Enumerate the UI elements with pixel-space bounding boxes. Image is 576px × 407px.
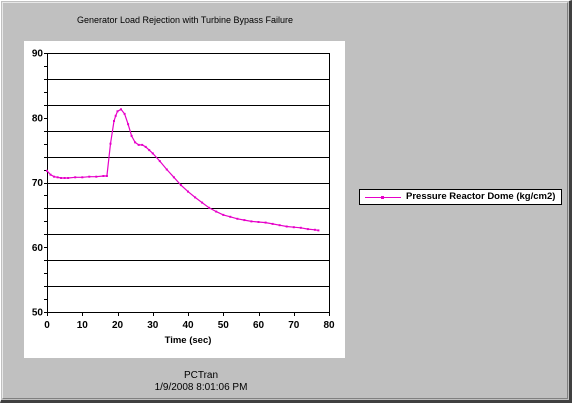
x-tick-label: 50 (218, 320, 230, 331)
data-point (250, 220, 253, 223)
footer-app-name: PCTran (183, 370, 219, 381)
data-point (141, 143, 144, 146)
data-point (201, 201, 204, 204)
x-tick-label: 70 (288, 320, 300, 331)
footer-timestamp: 1/9/2008 8:01:06 PM (154, 382, 248, 393)
data-point (137, 143, 140, 146)
data-point (278, 224, 281, 227)
plot-panel: 50 60 70 80 90 0 10 20 30 40 50 60 70 80 Time (sec) (24, 41, 345, 358)
data-point (257, 221, 260, 223)
data-point (49, 173, 52, 176)
data-point (179, 184, 182, 187)
data-point (194, 196, 197, 199)
x-tick-label: 60 (253, 320, 265, 331)
legend-series-label: Pressure Reactor Dome (kg/cm2) (406, 191, 556, 202)
data-point (292, 226, 295, 229)
x-axis-label: Time (sec) (165, 335, 212, 346)
data-point (271, 222, 274, 225)
x-tick-label: 30 (147, 320, 159, 331)
data-point (63, 177, 66, 179)
data-point (113, 120, 115, 122)
data-point (148, 149, 151, 152)
data-point (60, 177, 63, 179)
legend-series-swatch (365, 196, 401, 199)
data-point (56, 176, 59, 179)
data-point (222, 213, 225, 216)
legend: Pressure Reactor Dome (kg/cm2) (359, 189, 562, 205)
y-tick-label: 50 (32, 308, 44, 319)
data-point (317, 229, 320, 232)
data-point (187, 190, 189, 193)
y-tick-label: 80 (32, 113, 44, 124)
data-point (53, 175, 56, 178)
data-point (88, 175, 91, 178)
data-point (313, 228, 316, 231)
data-point (299, 226, 302, 229)
data-point (105, 175, 108, 177)
data-point (116, 110, 119, 113)
data-point (114, 114, 117, 117)
data-point (151, 152, 154, 155)
data-point (144, 145, 147, 148)
data-point (120, 108, 122, 111)
data-point (306, 228, 309, 231)
data-point (74, 176, 77, 179)
data-point (46, 169, 48, 172)
data-point (134, 141, 137, 144)
data-point (165, 168, 168, 171)
y-tick-label: 90 (32, 49, 44, 60)
data-point (102, 175, 105, 177)
chart-title: Generator Load Rejection with Turbine By… (76, 15, 294, 25)
data-point (285, 225, 288, 228)
x-tick-label: 0 (44, 320, 50, 331)
data-point (229, 215, 232, 218)
data-point (158, 160, 161, 163)
x-tick-label: 10 (77, 320, 89, 331)
data-point (172, 176, 175, 179)
x-tick-label: 80 (323, 320, 335, 331)
data-point (243, 219, 246, 222)
data-point (264, 221, 267, 224)
window-inner-bevel (2, 2, 568, 399)
data-point (67, 177, 70, 179)
x-tick-label: 40 (182, 320, 194, 331)
data-point (109, 142, 112, 145)
plot-svg: 50 60 70 80 90 0 10 20 30 40 50 60 70 80 Time (sec) (32, 49, 335, 347)
y-tick-label: 70 (32, 178, 44, 189)
data-point (215, 210, 218, 213)
data-point (236, 217, 239, 220)
y-tick-label: 60 (32, 243, 44, 254)
data-point (130, 134, 133, 137)
data-point (127, 123, 130, 126)
data-point (95, 175, 98, 178)
series-line (46, 108, 319, 231)
x-tick-label: 20 (112, 320, 124, 331)
data-point (123, 112, 126, 115)
data-point (208, 206, 211, 209)
data-point (81, 176, 84, 179)
